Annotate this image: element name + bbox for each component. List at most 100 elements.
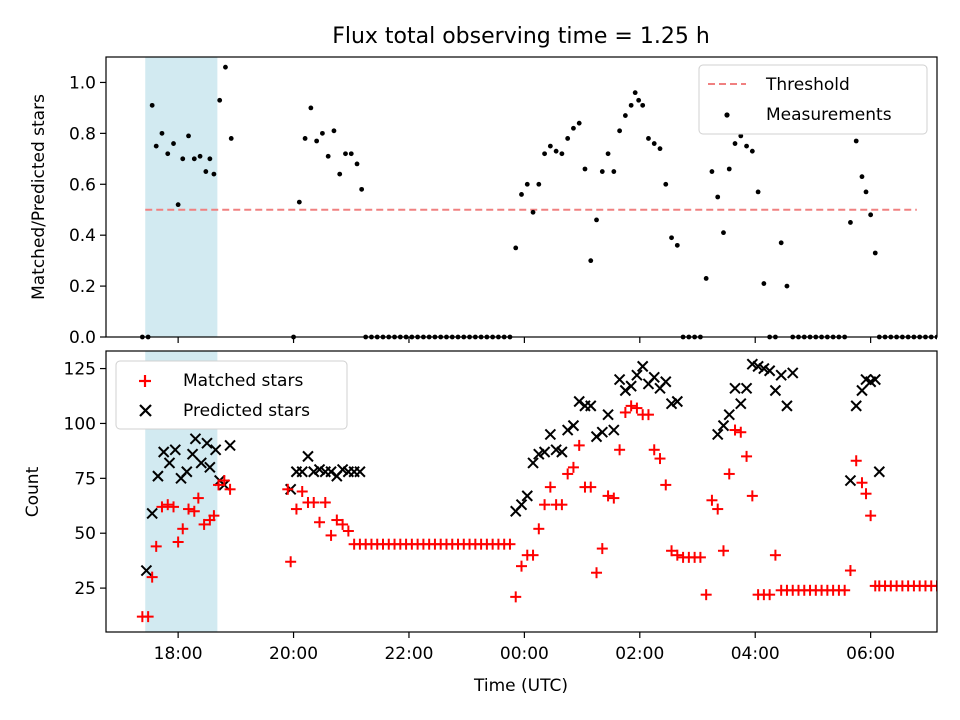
- measurement-point: [524, 181, 530, 187]
- predicted-stars-point: [602, 408, 614, 421]
- predicted-stars-point: [296, 466, 308, 478]
- measurement-point: [848, 220, 853, 225]
- measurement-point: [663, 181, 669, 187]
- matched-stars-point: [146, 571, 158, 583]
- bottom-xlabel: Time (UTC): [473, 676, 568, 696]
- predicted-stars-point: [625, 380, 637, 392]
- predicted-stars-point: [787, 367, 799, 379]
- measurement-point: [576, 120, 582, 126]
- y-tick-label: 100: [64, 414, 96, 434]
- matched-stars-point: [156, 501, 168, 513]
- matched-stars-point: [648, 444, 660, 456]
- x-tick-label: 02:00: [615, 644, 664, 664]
- predicted-stars-point: [608, 424, 620, 436]
- matched-stars-point: [625, 400, 637, 412]
- measurement-point: [223, 64, 228, 70]
- measurement-point: [228, 136, 234, 141]
- measurement-point: [217, 97, 223, 103]
- x-tick-label: 22:00: [384, 644, 433, 664]
- measurement-point: [536, 181, 542, 187]
- measurement-point: [738, 133, 744, 139]
- matched-stars-point: [285, 556, 297, 568]
- matched-stars-point: [856, 477, 868, 489]
- predicted-stars-point: [648, 371, 660, 384]
- measurement-point: [320, 130, 325, 136]
- x-tick-label: 04:00: [731, 644, 780, 664]
- predicted-stars-point: [763, 365, 776, 377]
- y-tick-label: 0.4: [69, 226, 96, 246]
- matched-stars-point: [642, 409, 654, 421]
- matched-stars-point: [602, 490, 614, 502]
- measurement-point: [726, 166, 732, 172]
- predicted-stars-point: [209, 444, 222, 456]
- predicted-stars-point: [354, 466, 366, 478]
- matched-stars-point: [943, 580, 954, 591]
- predicted-stars-point: [769, 384, 782, 397]
- predicted-stars-point: [775, 369, 787, 381]
- matched-stars-point: [198, 518, 210, 530]
- predicted-stars-point: [224, 439, 236, 452]
- measurement-point: [617, 128, 623, 134]
- measurement-point: [709, 169, 715, 174]
- measurement-point: [703, 276, 709, 281]
- matched-stars-point: [290, 503, 302, 515]
- matched-stars-point: [510, 591, 522, 603]
- y-tick-label: 0.6: [69, 175, 96, 195]
- predicted-stars-point: [567, 419, 580, 432]
- measurement-point: [159, 130, 165, 136]
- matched-stars-point: [619, 406, 631, 418]
- top-axes-frame: [105, 56, 938, 338]
- matched-stars-point: [556, 499, 568, 511]
- measurement-point: [872, 250, 878, 256]
- predicted-stars-point: [152, 470, 164, 482]
- predicted-stars-point: [856, 384, 868, 397]
- y-tick-label: 50: [74, 524, 96, 544]
- measurement-point: [354, 161, 360, 167]
- y-tick-label: 125: [64, 360, 96, 380]
- predicted-stars-point: [717, 419, 730, 432]
- y-tick-label: 25: [74, 579, 96, 599]
- predicted-stars-point: [556, 446, 568, 458]
- predicted-stars-point: [302, 450, 314, 463]
- matched-stars-point: [325, 529, 337, 541]
- legend-predicted-label: Predicted stars: [183, 401, 310, 421]
- matched-stars-point: [314, 516, 326, 528]
- matched-stars-point: [192, 492, 204, 504]
- predicted-stars-point: [163, 457, 176, 469]
- matched-stars-point: [183, 503, 195, 515]
- predicted-stars-point: [195, 457, 207, 469]
- matched-stars-point: [764, 589, 776, 601]
- measurement-point: [359, 186, 365, 192]
- y-tick-label: 0.0: [69, 328, 96, 348]
- matched-stars-point: [213, 479, 225, 491]
- predicted-stars-point: [631, 369, 643, 381]
- x-tick-label: 20:00: [269, 644, 318, 664]
- matched-stars-point: [955, 580, 960, 591]
- predicted-stars-point: [527, 457, 539, 469]
- predicted-stars-point: [146, 507, 158, 520]
- measurement-point: [542, 151, 547, 157]
- predicted-stars-point: [850, 400, 862, 412]
- measurement-point: [582, 166, 588, 172]
- predicted-stars-point: [585, 400, 597, 412]
- predicted-stars-point: [158, 446, 170, 458]
- measurement-point: [211, 171, 217, 177]
- matched-stars-point: [337, 518, 349, 530]
- measurement-point: [761, 281, 767, 286]
- measurement-point: [588, 258, 594, 264]
- measurement-point: [547, 143, 553, 149]
- matched-stars-point: [700, 589, 712, 601]
- measurement-point: [674, 242, 680, 248]
- measurement-point: [331, 128, 337, 134]
- matched-stars-point: [654, 453, 666, 465]
- x-tick-label: 06:00: [846, 644, 895, 664]
- y-tick-label: 0.2: [69, 277, 96, 297]
- measurement-point: [715, 194, 721, 200]
- measurement-point: [940, 335, 945, 340]
- matched-stars-point: [850, 455, 862, 467]
- matched-stars-point: [694, 551, 706, 563]
- measurement-point: [197, 153, 203, 159]
- bottom-legend: Matched stars Predicted stars: [115, 360, 348, 430]
- measurement-point: [744, 143, 749, 149]
- legend-matched-swatch: [139, 375, 151, 387]
